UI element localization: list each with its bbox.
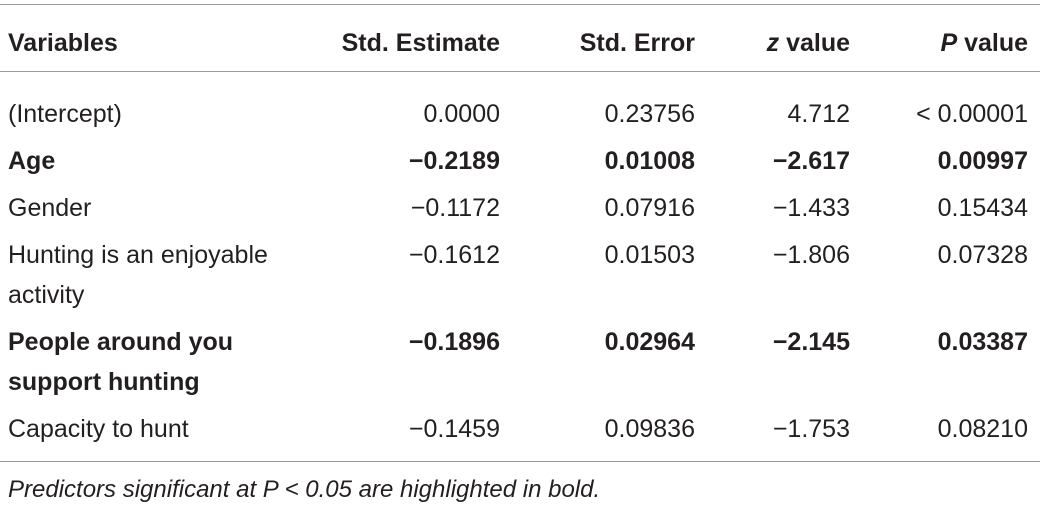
value-cell: −1.433 [772,194,850,222]
header-text: z [766,29,780,57]
value-cell: 0.09836 [604,415,695,443]
variable-cell: Hunting is an enjoyable activity [8,241,268,309]
variable-cell: Age [8,147,56,175]
value-cell: 0.00997 [937,147,1028,175]
table-body: (Intercept) 0.0000 0.23756 4.712 < 0.00001 Ag… [0,72,1040,462]
value-cell: 0.07916 [604,194,695,222]
value-cell: 0.07328 [937,241,1028,269]
variable-cell: People around you support hunting [8,328,234,396]
results-table: Variables Std. Estimate Std. Error z value P… [0,4,1040,462]
value-cell: 0.15434 [937,194,1028,222]
value-cell: 0.01503 [604,241,695,269]
header-text: value [779,29,850,57]
value-cell: 0.03387 [937,328,1028,356]
header-cell: Variables [0,5,270,72]
table-row: Capacity to hunt −0.1459 0.09836 −1.753 0.08… [0,405,1040,462]
page: {"table": { "header": [["Variables"], ["… [0,4,1040,516]
header-text: Variables [8,29,118,57]
value-cell: −0.2189 [408,147,500,175]
value-cell: −0.1612 [408,241,500,269]
variable-cell: Gender [8,194,92,222]
variable-cell: Capacity to hunt [8,415,189,443]
header-cell: P value [850,5,1040,72]
value-cell: 0.01008 [604,147,695,175]
value-cell: 0.0000 [423,100,500,128]
header-cell: Std. Estimate [270,5,500,72]
header-text: value [957,29,1028,57]
table-row: Age −0.2189 0.01008 −2.617 0.00997 [0,137,1040,184]
value-cell: −0.1896 [408,328,500,356]
header-row: Variables Std. Estimate Std. Error z value P… [0,4,1040,72]
table-row: (Intercept) 0.0000 0.23756 4.712 < 0.00001 [0,72,1040,138]
table-row: Gender −0.1172 0.07916 −1.433 0.15434 [0,184,1040,231]
header-text: Std. Error [579,29,695,57]
value-cell: 0.23756 [604,100,695,128]
footnote: Predictors significant at P < 0.05 are h… [8,476,601,503]
value-cell: < 0.00001 [916,100,1028,128]
header-cell: Std. Error [500,5,695,72]
value-cell: 0.08210 [937,415,1028,443]
header-text: P [940,29,958,57]
value-cell: −0.1172 [410,194,500,222]
header-cell: z value [695,5,850,72]
value-cell: −1.753 [772,415,850,443]
value-cell: 0.02964 [604,328,695,356]
value-cell: −0.1459 [408,415,500,443]
variable-cell: (Intercept) [8,100,122,128]
value-cell: −1.806 [772,241,850,269]
value-cell: −2.145 [772,328,850,356]
table-row: People around you support hunting −0.1896… [0,318,1040,405]
value-cell: −2.617 [772,147,850,175]
value-cell: 4.712 [787,100,850,128]
header-text: Std. Estimate [341,29,500,57]
table-row: Hunting is an enjoyable activity −0.1612 0… [0,231,1040,318]
